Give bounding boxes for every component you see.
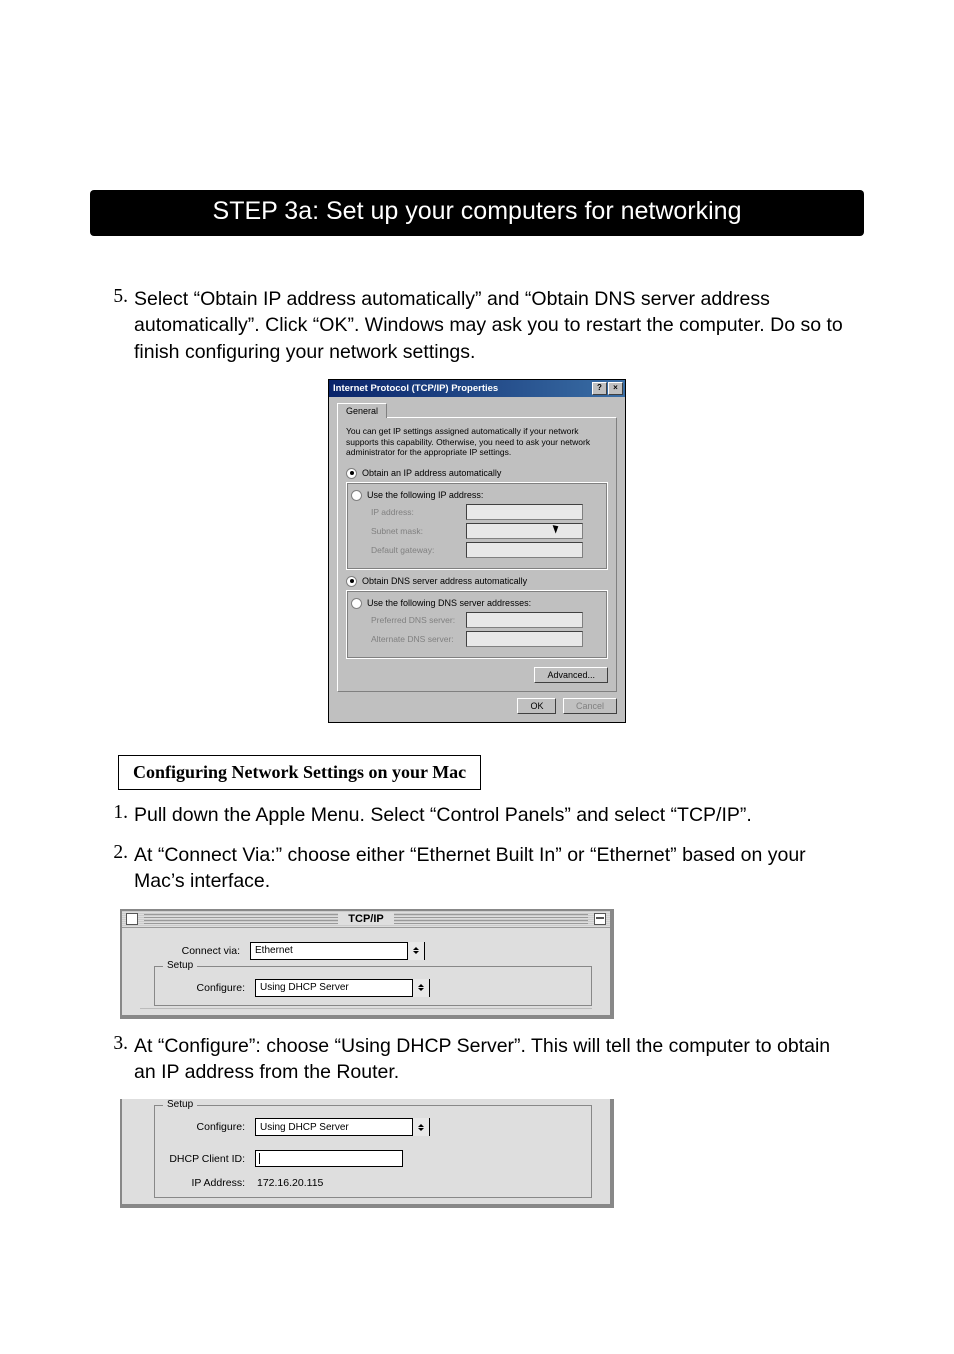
radio-dns-auto-label: Obtain DNS server address automatically (362, 576, 608, 586)
dns2-input (466, 631, 583, 647)
tab-general[interactable]: General (337, 403, 387, 418)
ip-address-label: IP Address: (159, 1177, 255, 1189)
radio-ip-manual[interactable] (351, 490, 362, 501)
ip-address-label: IP address: (371, 507, 466, 517)
section-heading-mac: Configuring Network Settings on your Mac (118, 755, 481, 790)
mac-setup-legend-2: Setup (163, 1099, 197, 1110)
step-3: 3. At “Configure”: choose “Using DHCP Se… (100, 1033, 854, 1086)
select-arrow-icon (412, 1118, 429, 1136)
mac-tcpip-window-1: TCP/IP Connect via: Ethernet Setup Confi… (120, 909, 614, 1019)
dns1-input (466, 612, 583, 628)
subnet-input (466, 523, 583, 539)
dhcp-client-id-label: DHCP Client ID: (159, 1153, 255, 1165)
dns-fields-group: Use the following DNS server addresses: … (346, 590, 608, 659)
gateway-label: Default gateway: (371, 545, 466, 555)
text-caret (259, 1153, 260, 1164)
dns1-label: Preferred DNS server: (371, 615, 466, 625)
subnet-label: Subnet mask: (371, 526, 466, 536)
advanced-button[interactable]: Advanced... (534, 667, 608, 683)
configure-value: Using DHCP Server (260, 982, 349, 993)
radio-dns-manual-row[interactable]: Use the following DNS server addresses: (351, 598, 599, 609)
cancel-button[interactable]: Cancel (563, 698, 617, 714)
step-1-num: 1. (100, 802, 134, 828)
dhcp-client-id-input[interactable] (255, 1150, 403, 1167)
step-2-num: 2. (100, 842, 134, 895)
configure-select-2[interactable]: Using DHCP Server (255, 1118, 430, 1136)
select-arrow-icon (412, 979, 429, 997)
configure-value-2: Using DHCP Server (260, 1122, 349, 1133)
radio-dns-auto-row[interactable]: Obtain DNS server address automatically (346, 576, 608, 587)
configure-label: Configure: (159, 982, 255, 994)
gateway-input (466, 542, 583, 558)
close-button[interactable]: × (608, 382, 623, 395)
radio-dns-manual[interactable] (351, 598, 362, 609)
configure-select[interactable]: Using DHCP Server (255, 979, 430, 997)
step-2: 2. At “Connect Via:” choose either “Ethe… (100, 842, 854, 895)
help-button[interactable]: ? (592, 382, 607, 395)
step-5-text: Select “Obtain IP address automatically”… (134, 286, 854, 365)
mac-setup-group: Setup Configure: Using DHCP Server (154, 966, 592, 1006)
ip-address-input (466, 504, 583, 520)
connect-via-label: Connect via: (140, 945, 250, 957)
select-arrow-icon (407, 942, 424, 960)
step-5-num: 5. (100, 286, 134, 365)
step-2-text: At “Connect Via:” choose either “Etherne… (134, 842, 854, 895)
step-1: 1. Pull down the Apple Menu. Select “Con… (100, 802, 854, 828)
ok-button[interactable]: OK (517, 698, 556, 714)
windows-titlebar: Internet Protocol (TCP/IP) Properties ? … (329, 380, 625, 397)
radio-dns-manual-label: Use the following DNS server addresses: (367, 598, 599, 608)
configure-label-2: Configure: (159, 1121, 255, 1133)
step-1-text: Pull down the Apple Menu. Select “Contro… (134, 802, 854, 828)
dns2-label: Alternate DNS server: (371, 634, 466, 644)
mac-title: TCP/IP (338, 913, 393, 925)
mac-setup-group-2: Setup Configure: Using DHCP Server DHCP … (154, 1105, 592, 1198)
radio-ip-auto[interactable] (346, 468, 357, 479)
mac-collapse-button[interactable] (594, 913, 606, 925)
radio-dns-auto[interactable] (346, 576, 357, 587)
windows-tcpip-dialog: Internet Protocol (TCP/IP) Properties ? … (328, 379, 626, 723)
ip-fields-group: Use the following IP address: IP address… (346, 482, 608, 570)
radio-ip-auto-label: Obtain an IP address automatically (362, 468, 608, 478)
mac-tcpip-window-2: Setup Configure: Using DHCP Server DHCP … (120, 1099, 614, 1208)
mac-close-button[interactable] (126, 913, 138, 925)
ip-address-value: 172.16.20.115 (255, 1177, 323, 1189)
page-title: STEP 3a: Set up your computers for netwo… (213, 197, 742, 225)
mac-titlebar: TCP/IP (122, 911, 610, 928)
radio-ip-auto-row[interactable]: Obtain an IP address automatically (346, 468, 608, 479)
radio-ip-manual-label: Use the following IP address: (367, 490, 599, 500)
step-3-num: 3. (100, 1033, 134, 1086)
windows-desc: You can get IP settings assigned automat… (346, 426, 608, 458)
connect-via-select[interactable]: Ethernet (250, 942, 425, 960)
step-3-text: At “Configure”: choose “Using DHCP Serve… (134, 1033, 854, 1086)
radio-ip-manual-row[interactable]: Use the following IP address: (351, 490, 599, 501)
step-5: 5. Select “Obtain IP address automatical… (100, 286, 854, 365)
page-title-bar: STEP 3a: Set up your computers for netwo… (90, 190, 864, 236)
windows-title-text: Internet Protocol (TCP/IP) Properties (333, 383, 592, 394)
mac-setup-legend: Setup (163, 960, 197, 971)
connect-via-value: Ethernet (255, 945, 293, 956)
